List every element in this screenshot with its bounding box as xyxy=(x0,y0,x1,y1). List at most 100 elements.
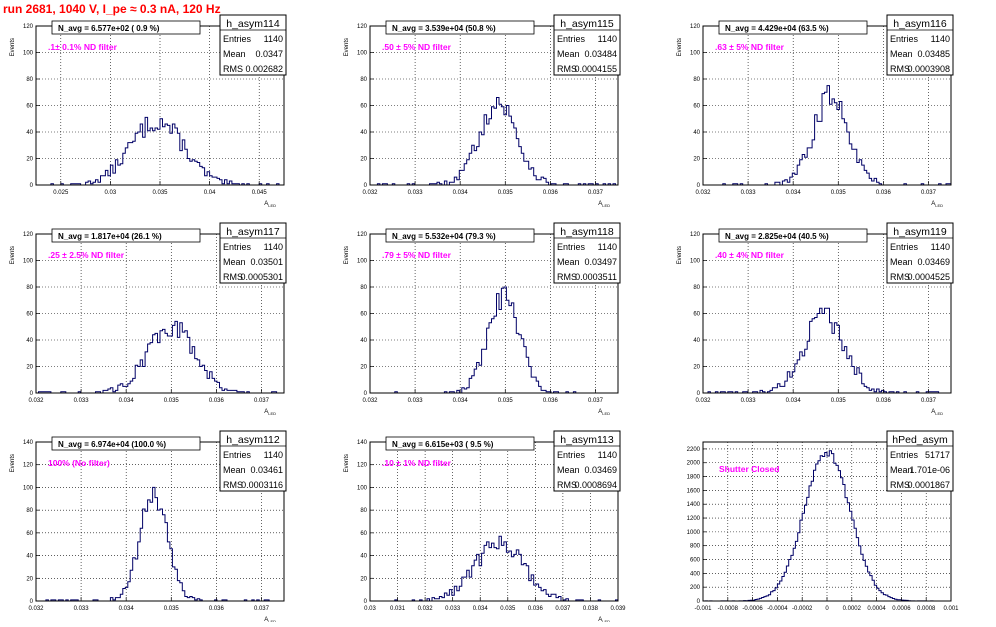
stats-box xyxy=(886,430,954,492)
x-tick-label: 0.0002 xyxy=(843,606,862,612)
stat-value: 0.0001867 xyxy=(907,480,950,490)
stat-value: 0.03484 xyxy=(584,49,617,59)
y-tick-label: 120 xyxy=(357,24,368,30)
y-tick-label: 40 xyxy=(26,554,33,560)
stat-value: 1140 xyxy=(264,34,283,44)
histogram-line-h_asym112 xyxy=(36,486,284,602)
avg-title-box xyxy=(718,20,868,35)
y-tick-label: 20 xyxy=(26,157,33,163)
x-tick-label: 0.036 xyxy=(528,606,544,612)
stat-value: 0.002682 xyxy=(245,64,283,74)
avg-title-box xyxy=(385,20,535,35)
x-tick-label: 0.036 xyxy=(209,606,225,612)
x-tick-label: 0.036 xyxy=(543,190,559,196)
stat-value: 0.03469 xyxy=(917,257,950,267)
filter-annotation: .25 ± 2.5% ND filter xyxy=(48,250,125,260)
x-tick-label: 0.034 xyxy=(453,190,469,196)
stat-value: 51717 xyxy=(925,450,950,460)
histogram-panel-hPed_asym: -0.001 -0.0008 -0.0006 -0.0004 -0.0002 0 0.000… xyxy=(687,430,959,612)
histogram-name: h_asym112 xyxy=(226,434,280,446)
x-tick-label: 0.032 xyxy=(418,606,434,612)
x-tick-label: 0.036 xyxy=(876,190,892,196)
y-tick-label: 100 xyxy=(690,259,701,265)
y-tick-label: 100 xyxy=(357,51,368,57)
y-tick-label: 20 xyxy=(360,576,367,582)
x-tick-label: 0.033 xyxy=(74,606,90,612)
stat-label: Mean xyxy=(557,257,580,267)
stat-value: 1140 xyxy=(598,242,617,252)
y-tick-label: 1200 xyxy=(687,516,701,522)
avg-title-box xyxy=(718,228,868,243)
stat-value: 1140 xyxy=(264,242,283,252)
y-tick-label: 0 xyxy=(364,391,368,397)
stat-label: Mean xyxy=(557,49,580,59)
x-tick-label: 0.033 xyxy=(74,398,90,404)
y-tick-label: 1600 xyxy=(687,488,701,494)
y-tick-label: 120 xyxy=(357,463,368,469)
y-tick-label: 40 xyxy=(360,554,367,560)
y-tick-label: 200 xyxy=(690,585,701,591)
x-tick-label: 0.03 xyxy=(364,606,376,612)
avg-title: N_avg = 6.615e+03 ( 9.5 %) xyxy=(392,440,494,449)
avg-title: N_avg = 5.532e+04 (79.3 %) xyxy=(392,232,496,241)
histogram-panel-h_asym113: 0.03 0.031 0.032 0.033 0.034 0.035 0.036 0.037 0… xyxy=(344,430,626,624)
filter-annotation: .1± 0.1% ND filter xyxy=(48,42,118,52)
x-tick-label: -0.0006 xyxy=(742,606,763,612)
y-tick-label: 600 xyxy=(690,558,701,564)
x-axis-title: ALED xyxy=(931,409,943,416)
y-tick-label: 0 xyxy=(30,183,34,189)
y-tick-label: 2200 xyxy=(687,447,701,453)
filter-annotation: 100% (No filter) xyxy=(48,458,110,468)
x-axis-title: ALED xyxy=(598,201,610,208)
x-axis-title: ALED xyxy=(598,617,610,622)
stat-value: 0.0003908 xyxy=(907,64,950,74)
y-tick-label: 400 xyxy=(690,571,701,577)
x-tick-label: 0.0006 xyxy=(892,606,911,612)
histogram-line-h_asym116 xyxy=(703,85,952,186)
histogram-line-hPed_asym xyxy=(703,450,951,602)
stat-label: Entries xyxy=(890,450,919,460)
stats-box xyxy=(219,222,287,284)
y-tick-label: 80 xyxy=(360,508,367,514)
x-tick-label: 0.035 xyxy=(831,398,847,404)
x-tick-label: 0.036 xyxy=(209,398,225,404)
x-tick-label: 0.035 xyxy=(498,398,514,404)
avg-title-box xyxy=(385,436,535,451)
y-tick-label: 60 xyxy=(693,312,700,318)
stat-value: 0.0004525 xyxy=(907,272,950,282)
y-tick-label: 40 xyxy=(360,338,367,344)
y-tick-label: 60 xyxy=(26,531,33,537)
histogram-panel-h_asym116: 0.032 0.033 0.034 0.035 0.036 0.037 0 20 40 60 80 1… xyxy=(677,14,954,208)
histogram-line-h_asym119 xyxy=(703,307,951,394)
x-axis-title: ALED xyxy=(264,201,276,208)
stats-box xyxy=(553,430,621,492)
y-tick-label: 0 xyxy=(697,391,701,397)
x-tick-label: 0.037 xyxy=(588,190,604,196)
stat-label: Entries xyxy=(890,34,919,44)
x-tick-label: 0.033 xyxy=(408,398,424,404)
x-tick-label: 0.032 xyxy=(695,190,711,196)
histogram-panel-h_asym117: 0.032 0.033 0.034 0.035 0.036 0.037 0 20 40 60 80 1… xyxy=(10,222,287,416)
stat-value: 0.03485 xyxy=(917,49,950,59)
x-tick-label: 0.034 xyxy=(119,606,135,612)
y-tick-label: 20 xyxy=(360,157,367,163)
histogram-name: h_asym115 xyxy=(560,18,614,30)
stat-label: RMS xyxy=(557,480,577,490)
histogram-line-h_asym115 xyxy=(370,97,618,186)
avg-title: N_avg = 6.974e+04 (100.0 %) xyxy=(58,440,166,449)
y-axis-title: Events xyxy=(344,454,350,472)
stat-label: RMS xyxy=(890,272,910,282)
filter-annotation: .50 ± 5% ND filter xyxy=(382,42,452,52)
y-tick-label: 60 xyxy=(360,312,367,318)
y-tick-label: 20 xyxy=(693,365,700,371)
histogram-line-h_asym113 xyxy=(370,535,619,602)
x-tick-label: 0.035 xyxy=(164,398,180,404)
x-tick-label: 0.035 xyxy=(152,190,168,196)
y-tick-label: 0 xyxy=(697,599,701,605)
x-tick-label: 0.033 xyxy=(445,606,461,612)
stat-label: Entries xyxy=(557,34,586,44)
y-tick-label: 0 xyxy=(30,599,34,605)
x-tick-label: 0.037 xyxy=(588,398,604,404)
avg-title: N_avg = 3.539e+04 (50.8 %) xyxy=(392,24,496,33)
x-tick-label: 0.033 xyxy=(408,190,424,196)
